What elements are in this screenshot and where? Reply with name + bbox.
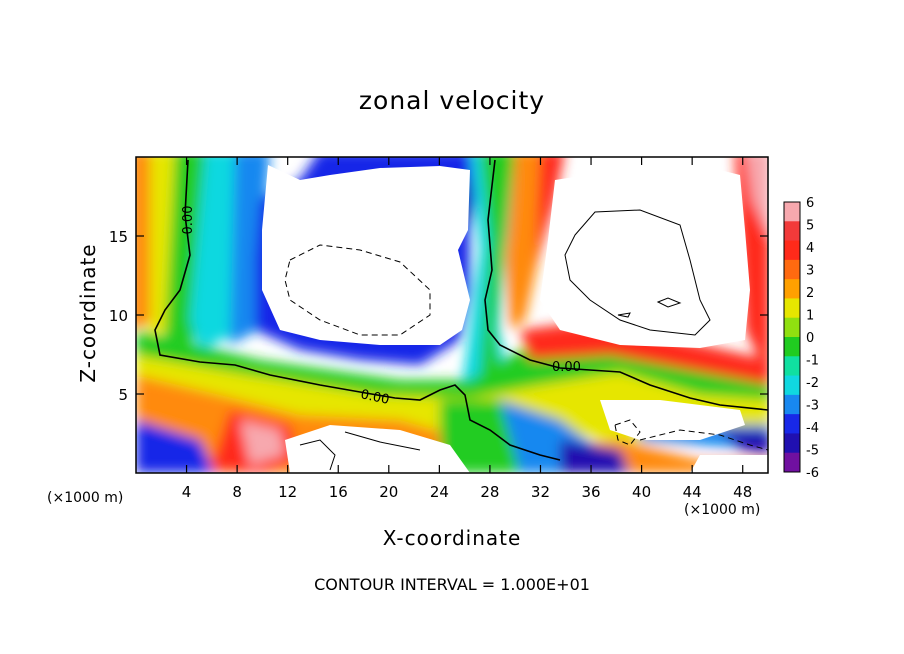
x-axis: 4 8 12 16 20 24 28 32 36 40 44 48 (182, 157, 752, 501)
colorbar-tick-label: 4 (806, 241, 814, 256)
colorbar-swatch (784, 433, 800, 454)
contour-label: 0.00 (359, 387, 390, 408)
colorbar-tick-label: -2 (806, 376, 819, 391)
colorbar-tick-label: 5 (806, 219, 814, 234)
negative-contours (284, 244, 768, 451)
colorbar-tick-label: -1 (806, 354, 819, 369)
colorbar-swatch (784, 375, 800, 396)
x-tick-label: 24 (430, 483, 449, 501)
x-tick-label: 32 (531, 483, 550, 501)
colorbar-swatch (784, 356, 800, 377)
colorbar-tick-label: 1 (806, 309, 814, 324)
colorbar-tick-label: -6 (806, 466, 819, 481)
colorbar-frame (783, 201, 801, 473)
x-tick-label: 28 (480, 483, 499, 501)
x-tick-label: 4 (182, 483, 192, 501)
x-unit-label-left: (×1000 m) (47, 490, 124, 506)
x-tick-label: 44 (683, 483, 702, 501)
x-tick-label: 48 (733, 483, 752, 501)
x-tick-label: 12 (278, 483, 297, 501)
colorbar-tick-label: 6 (806, 196, 814, 211)
contour-interval-note: CONTOUR INTERVAL = 1.000E+01 (314, 575, 590, 594)
x-tick-label: 16 (329, 483, 348, 501)
y-tick-label: 10 (109, 307, 128, 325)
y-tick-label: 15 (109, 228, 128, 246)
y-axis-label: Z-coordinate (76, 243, 100, 383)
contour-lines (299, 209, 711, 471)
colorbar: 6 5 4 3 2 1 0 -1 -2 -3 -4 -5 -6 (783, 196, 819, 481)
colorbar-swatch (784, 259, 800, 280)
colorbar-swatch (784, 298, 800, 319)
colorbar-swatch (784, 317, 800, 338)
x-tick-label: 40 (632, 483, 651, 501)
colorbar-tick-label: 0 (806, 331, 814, 346)
colorbar-tick-label: -3 (806, 399, 819, 414)
x-tick-label: 20 (379, 483, 398, 501)
x-tick-label: 36 (581, 483, 600, 501)
colorbar-tick-label: 3 (806, 264, 814, 279)
contour-label: 0.00 (181, 206, 196, 235)
x-unit-label-right: (×1000 m) (684, 502, 761, 518)
zero-contours (154, 159, 768, 461)
x-tick-label: 8 (232, 483, 242, 501)
y-tick-label: 5 (118, 386, 128, 404)
y-axis: 5 10 15 (109, 228, 768, 404)
colorbar-swatch (784, 337, 800, 357)
heatmap-field: 0.00 0.00 0.00 (136, 157, 768, 473)
x-axis-label: X-coordinate (382, 526, 522, 550)
colorbar-tick-label: -4 (806, 421, 819, 436)
colorbar-swatch (784, 394, 800, 415)
colorbar-swatch (784, 202, 800, 222)
colorbar-tick-label: -5 (806, 444, 819, 459)
colorbar-tick-label: 2 (806, 286, 814, 301)
colorbar-swatch (784, 452, 800, 473)
colorbar-swatch (784, 221, 800, 242)
colorbar-swatch (784, 279, 800, 299)
colorbar-swatch (784, 240, 800, 261)
colorbar-swatch (784, 414, 800, 434)
chart-title: zonal velocity (358, 86, 546, 115)
contour-label: 0.00 (552, 360, 581, 375)
